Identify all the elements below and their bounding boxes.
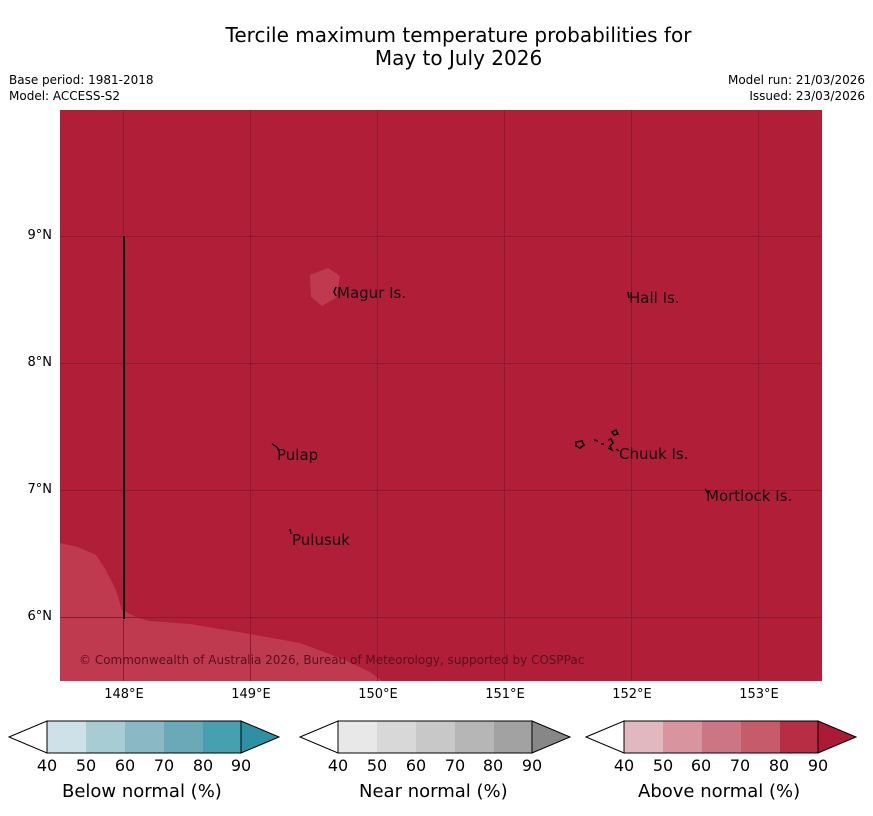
- place-magur: Magur Is.: [337, 284, 407, 302]
- legend-below-high-arrow: [240, 720, 280, 754]
- legend-below-bar: [8, 720, 280, 754]
- legend-above-tick: 80: [768, 756, 790, 775]
- legend-below-swatch-4: [164, 721, 203, 753]
- legend-below-low-arrow: [8, 720, 48, 754]
- island-magur: [333, 286, 337, 297]
- legend-near-swatch-5: [494, 721, 532, 753]
- model-text: Model: ACCESS-S2: [9, 89, 121, 103]
- legend-near-tick: 80: [482, 756, 504, 775]
- ytick-8n: 8°N: [27, 355, 53, 370]
- legend-near-tick: 50: [366, 756, 388, 775]
- island-hall: [627, 291, 630, 299]
- legend-below-swatch-5: [203, 721, 241, 753]
- magur-shade-region: [310, 268, 340, 306]
- place-mortlock: Mortlock Is.: [706, 487, 793, 505]
- gridlines: [60, 110, 822, 681]
- legend-above-swatch-2: [663, 721, 702, 753]
- legend-below-tick: 40: [36, 756, 58, 775]
- issued-text: Issued: 23/03/2026: [749, 89, 865, 103]
- map-graphics: [60, 110, 822, 681]
- legend-below-swatch-1: [47, 721, 86, 753]
- ytick-7n: 7°N: [27, 482, 53, 497]
- xtick-149e: 149°E: [231, 687, 271, 702]
- map-area: Magur Is. Hall Is. Pulap Chuuk Is. Mortl…: [60, 110, 822, 681]
- legend-below-frame: [46, 720, 242, 754]
- ytick-6n: 6°N: [27, 609, 53, 624]
- legend-near-high-arrow: [531, 720, 572, 754]
- meta-left: Base period: 1981-2018 Model: ACCESS-S2: [9, 72, 154, 104]
- lower-shade-region: [60, 543, 382, 681]
- place-chuuk: Chuuk Is.: [619, 445, 689, 463]
- island-pulusuk: [289, 528, 292, 535]
- legend-near-tick: 90: [521, 756, 543, 775]
- legend-near-swatch-3: [416, 721, 455, 753]
- place-hall: Hall Is.: [629, 289, 680, 307]
- xtick-148e: 148°E: [104, 687, 144, 702]
- place-pulusuk: Pulusuk: [292, 531, 350, 549]
- legend-below-swatch-2: [86, 721, 125, 753]
- place-pulap: Pulap: [277, 446, 319, 464]
- legend-above-swatch-4: [741, 721, 780, 753]
- legend-near-swatch-4: [455, 721, 494, 753]
- legend-below-tick: 50: [75, 756, 97, 775]
- legend-above-swatch-3: [702, 721, 741, 753]
- legend-near-frame: [337, 720, 533, 754]
- legend-above-swatch-1: [624, 721, 663, 753]
- map-title-line2: May to July 2026: [374, 46, 543, 70]
- legend-below-tick: 80: [192, 756, 214, 775]
- legend-above-bar: [585, 720, 858, 754]
- legend-near-low-arrow: [299, 720, 339, 754]
- legend-near-tick: 70: [444, 756, 466, 775]
- legend-above-tick: 90: [807, 756, 829, 775]
- legend-below-tick: 70: [153, 756, 175, 775]
- legend-near-tick: 40: [327, 756, 349, 775]
- legend-below-tick: 60: [114, 756, 136, 775]
- legend-near-tick: 60: [405, 756, 427, 775]
- ytick-9n: 9°N: [27, 228, 53, 243]
- legend-below-tick: 90: [230, 756, 252, 775]
- legend-above-high-arrow: [817, 720, 858, 754]
- legend-above-tick: 70: [729, 756, 751, 775]
- xtick-152e: 152°E: [612, 687, 652, 702]
- island-pulap: [271, 443, 280, 452]
- map-title-line1: Tercile maximum temperature probabilitie…: [225, 23, 692, 47]
- legend-below-swatch-3: [125, 721, 164, 753]
- meta-right: Model run: 21/03/2026 Issued: 23/03/2026: [728, 72, 865, 104]
- legend-above-low-arrow: [585, 720, 625, 754]
- legend-above-frame: [623, 720, 819, 754]
- legend-above-swatch-5: [780, 721, 818, 753]
- legend-above-label: Above normal (%): [638, 781, 801, 802]
- legend-near-bar: [299, 720, 572, 754]
- model-run-text: Model run: 21/03/2026: [727, 73, 865, 87]
- island-chuuk: [575, 428, 620, 452]
- xtick-151e: 151°E: [485, 687, 525, 702]
- islands: [271, 286, 709, 535]
- legend-above-tick: 50: [652, 756, 674, 775]
- legend-below-label: Below normal (%): [62, 781, 222, 802]
- legend-near-label: Near normal (%): [359, 781, 508, 802]
- xtick-150e: 150°E: [358, 687, 398, 702]
- xtick-153e: 153°E: [739, 687, 779, 702]
- legend-above-tick: 40: [613, 756, 635, 775]
- legend-above-tick: 60: [690, 756, 712, 775]
- island-mortlock: [704, 488, 709, 494]
- legend-near-swatch-1: [338, 721, 377, 753]
- copyright-text: © Commonwealth of Australia 2026, Bureau…: [79, 653, 585, 667]
- base-period-text: Base period: 1981-2018: [9, 73, 154, 87]
- legend-near-swatch-2: [377, 721, 416, 753]
